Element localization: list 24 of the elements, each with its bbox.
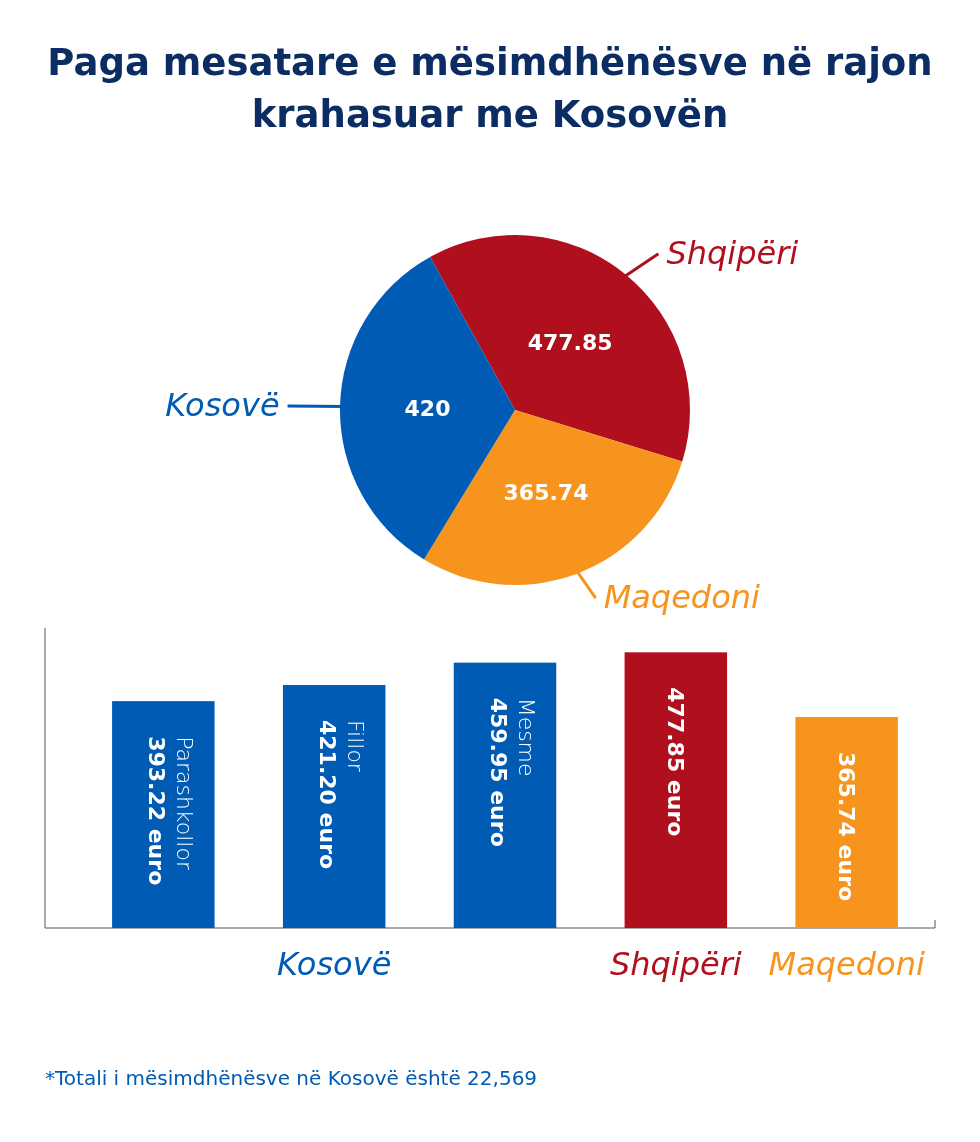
data-label: 365.74 euro — [833, 752, 859, 902]
data-label: 459.95 euro — [486, 697, 511, 847]
slice-label: Kosovë — [165, 385, 280, 424]
data-label: 477.85 — [527, 330, 613, 356]
x-tick-label: Parashkollor — [172, 736, 198, 871]
text: *Totali i mësimdhënësve në Kosovë është 22,569 — [45, 1066, 538, 1090]
data-label: 393.22 euro — [144, 736, 170, 886]
x-tick-label: Mesme — [514, 697, 539, 777]
slice-label: Shqipëri — [666, 233, 799, 272]
bar — [624, 652, 728, 928]
slice-label: Maqedoni — [603, 578, 761, 617]
data-label: 421.20 euro — [315, 720, 341, 870]
data-label: 420 — [404, 396, 451, 422]
bar — [282, 685, 386, 928]
bar — [453, 662, 557, 928]
series-label: Shqipëri — [609, 945, 742, 983]
bar — [112, 701, 215, 928]
bar — [795, 717, 898, 928]
chart-title: Paga mesatare e mësimdhënësve në rajon krahasuar me Kosovën — [47, 41, 933, 136]
data-label: 477.85 euro — [662, 687, 688, 837]
data-label: 365.74 — [503, 479, 589, 505]
x-tick-label: Fillor — [343, 720, 369, 773]
series-label: Maqedoni — [768, 945, 925, 983]
series-label: Kosovë — [277, 945, 392, 983]
